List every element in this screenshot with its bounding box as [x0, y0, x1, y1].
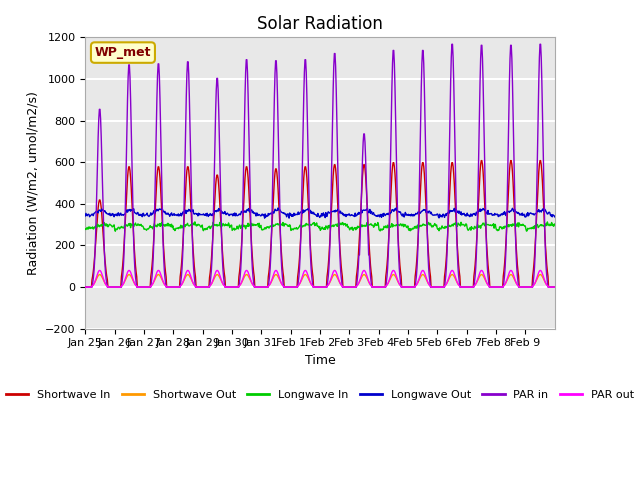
Title: Solar Radiation: Solar Radiation [257, 15, 383, 33]
Text: WP_met: WP_met [95, 46, 151, 59]
Legend: Shortwave In, Shortwave Out, Longwave In, Longwave Out, PAR in, PAR out: Shortwave In, Shortwave Out, Longwave In… [2, 386, 638, 405]
X-axis label: Time: Time [305, 354, 335, 367]
Y-axis label: Radiation (W/m2, umol/m2/s): Radiation (W/m2, umol/m2/s) [26, 91, 40, 275]
